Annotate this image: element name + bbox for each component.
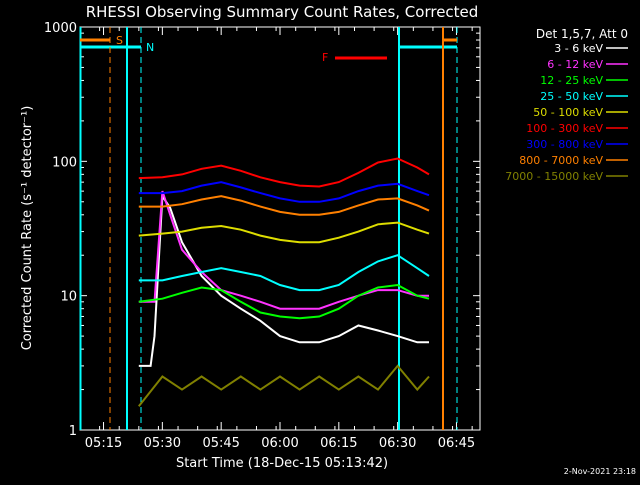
series-line-100-300-kev — [138, 157, 430, 188]
series-line-25-50-kev — [138, 254, 430, 292]
x-axis-label: Start Time (18-Dec-15 05:13:42) — [176, 456, 388, 471]
chart-title: RHESSI Observing Summary Count Rates, Co… — [86, 3, 479, 21]
legend-title: Det 1,5,7, Att 0 — [536, 27, 628, 41]
night-label: N — [146, 41, 154, 54]
x-tick-label: 06:45 — [438, 436, 475, 451]
legend-entry: 25 - 50 keV — [540, 90, 603, 103]
legend-entry: 7000 - 15000 keV — [505, 170, 603, 183]
axis-ticks: 1 10 100 1000 05:15 05:30 05:45 06:00 06:15 06:30… — [44, 21, 480, 451]
series-line-300-800-kev — [138, 181, 430, 203]
observing-intervals: S N F — [79, 27, 458, 430]
series-line-3-6-kev — [138, 193, 429, 367]
y-tick-label: 1 — [69, 424, 77, 439]
legend-entry: 6 - 12 keV — [547, 58, 603, 71]
legend-entry: 3 - 6 keV — [554, 42, 603, 55]
legend-entry: 800 - 7000 keV — [519, 154, 603, 167]
y-tick-label: 1000 — [44, 21, 77, 36]
x-tick-label: 05:45 — [202, 436, 239, 451]
legend-entry: 12 - 25 keV — [540, 74, 603, 87]
x-tick-label: 06:30 — [379, 436, 416, 451]
legend-entry: 50 - 100 keV — [533, 106, 603, 119]
series-line-800-7000-kev — [138, 195, 430, 216]
flare-label: F — [322, 51, 328, 64]
legend-entry: 300 - 800 keV — [526, 138, 603, 151]
x-tick-label: 06:15 — [320, 436, 357, 451]
x-tick-label: 06:00 — [261, 436, 298, 451]
series-line-7000-15000-kev — [138, 364, 430, 407]
footer-timestamp: 2-Nov-2021 23:18 — [564, 467, 636, 476]
legend: 3 - 6 keV 6 - 12 keV 12 - 25 keV 25 - 50 ke… — [505, 42, 628, 183]
series-line-50-100-kev — [138, 221, 430, 244]
x-tick-label: 05:30 — [144, 436, 181, 451]
legend-entry: 100 - 300 keV — [526, 122, 603, 135]
series-line-6-12-kev — [138, 190, 429, 310]
data-series — [138, 157, 430, 407]
y-tick-label: 100 — [52, 155, 77, 170]
series-line-12-25-kev — [138, 283, 430, 320]
plot-frame — [79, 26, 481, 431]
y-tick-label: 10 — [60, 290, 77, 305]
y-axis-label: Corrected Count Rate (s⁻¹ detector⁻¹) — [20, 106, 35, 351]
saa-label: S — [116, 34, 123, 47]
x-tick-label: 05:15 — [85, 436, 122, 451]
